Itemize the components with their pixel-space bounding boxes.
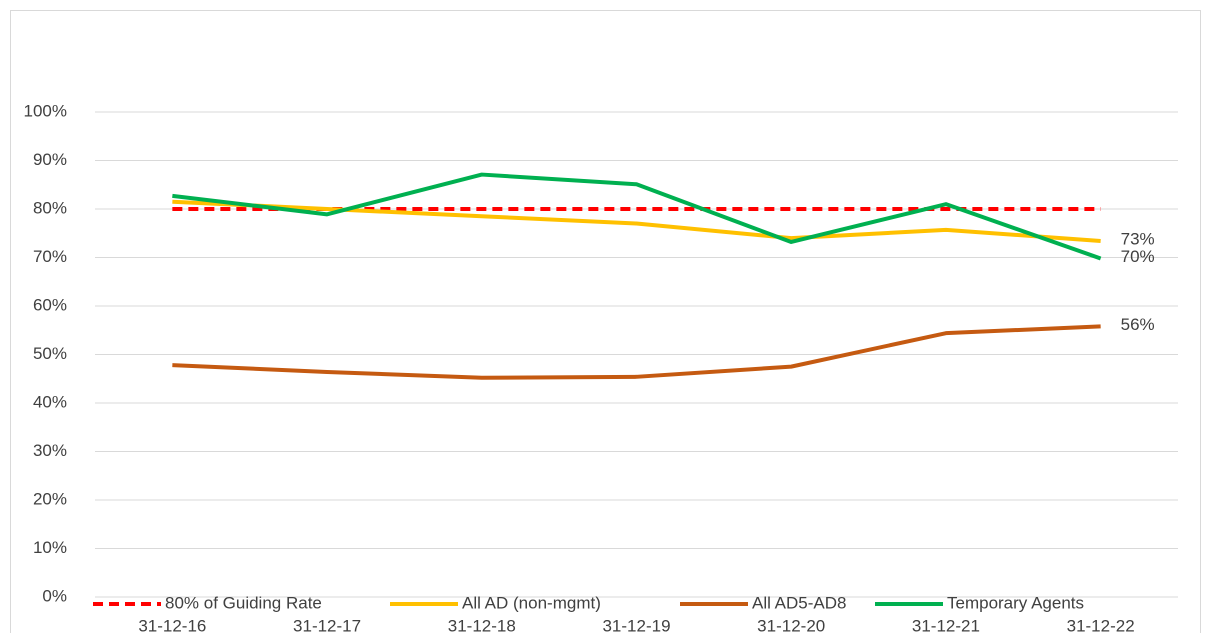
legend-label: 80% of Guiding Rate [165,593,322,612]
x-tick-label: 31-12-16 [138,616,206,633]
y-tick-label: 0% [42,586,67,605]
y-tick-label: 40% [33,392,67,411]
x-tick-label: 31-12-22 [1067,616,1135,633]
y-tick-label: 50% [33,344,67,363]
y-tick-label: 20% [33,489,67,508]
y-tick-label: 70% [33,247,67,266]
y-tick-label: 30% [33,441,67,460]
data-label: 70% [1121,247,1155,266]
legend-label: All AD5-AD8 [752,593,846,612]
x-tick-label: 31-12-19 [602,616,670,633]
series-line [172,172,1102,261]
y-tick-label: 10% [33,538,67,557]
x-tick-label: 31-12-21 [912,616,980,633]
y-tick-label: 80% [33,198,67,217]
data-label: 73% [1121,229,1155,248]
series-line [172,199,1101,244]
data-label: 56% [1121,315,1155,334]
x-tick-label: 31-12-18 [448,616,516,633]
y-tick-label: 100% [24,101,67,120]
legend-label: All AD (non-mgmt) [462,593,601,612]
y-tick-label: 60% [33,295,67,314]
chart-border [10,10,1201,633]
x-tick-label: 31-12-20 [757,616,825,633]
series-line [172,324,1101,380]
legend-label: Temporary Agents [947,593,1084,612]
x-tick-label: 31-12-17 [293,616,361,633]
y-tick-label: 90% [33,150,67,169]
